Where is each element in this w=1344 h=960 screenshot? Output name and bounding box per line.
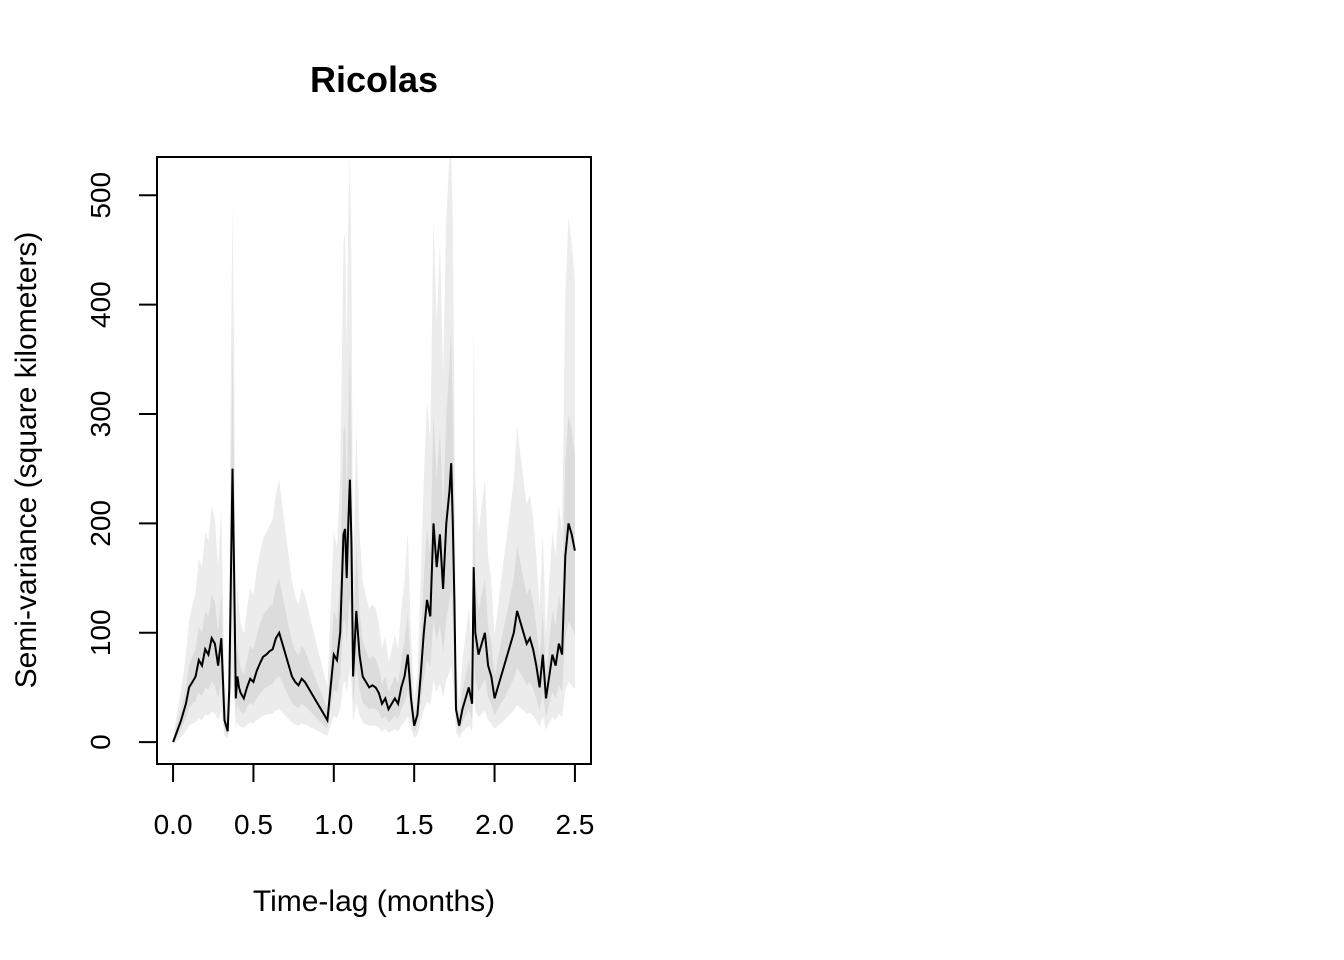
y-tick-label: 200 — [85, 500, 116, 547]
x-tick-label: 2.5 — [555, 809, 594, 840]
x-tick-label: 2.0 — [475, 809, 514, 840]
semivariance-line — [172, 463, 576, 743]
y-tick-label: 300 — [85, 391, 116, 438]
chart-title: Ricolas — [310, 59, 438, 100]
y-tick-label: 100 — [85, 609, 116, 656]
y-tick-label: 400 — [85, 281, 116, 328]
y-tick-label: 500 — [85, 172, 116, 219]
x-axis: 0.0 0.5 1.0 1.5 2.0 2.5 — [154, 763, 594, 840]
x-axis-label: Time-lag (months) — [253, 885, 495, 918]
y-axis-label: Semi-variance (square kilometers) — [10, 232, 43, 689]
y-axis: 0 100 200 300 400 500 — [85, 172, 158, 750]
plot-region — [172, 157, 576, 743]
x-tick-label: 0.0 — [154, 809, 193, 840]
x-tick-label: 0.5 — [234, 809, 273, 840]
x-tick-label: 1.0 — [314, 809, 353, 840]
y-tick-label: 0 — [85, 734, 116, 750]
x-tick-label: 1.5 — [395, 809, 434, 840]
confidence-band-inner — [173, 326, 575, 743]
